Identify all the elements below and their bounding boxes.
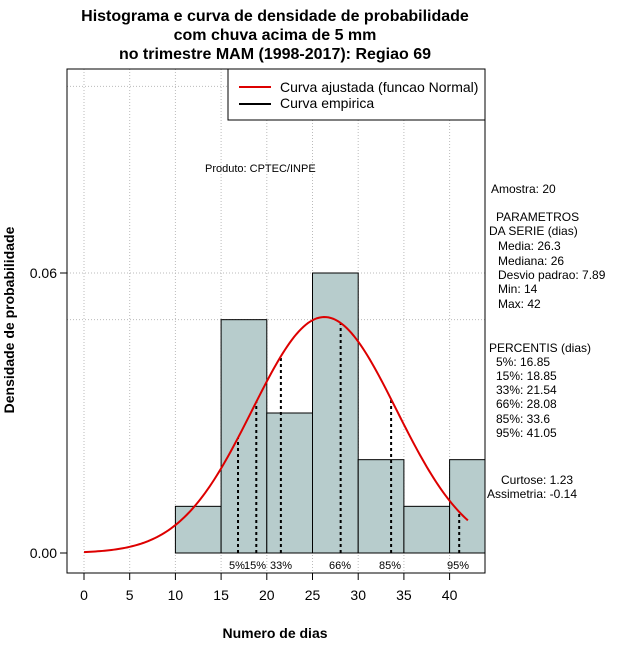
percentile-label: 66% [329, 560, 351, 572]
param-max: Max: 42 [498, 297, 541, 311]
percentil-95: 95%: 41.05 [496, 426, 557, 440]
skewness: Assimetria: -0.14 [487, 487, 577, 501]
percentile-label: 15% [244, 560, 266, 572]
param-sd: Desvio padrao: 7.89 [498, 268, 606, 282]
param-mean: Media: 26.3 [498, 239, 561, 253]
legend: Curva ajustada (funcao Normal) Curva emp… [227, 68, 486, 121]
histogram-bar [357, 459, 405, 554]
x-axis-title: Numero de dias [222, 625, 327, 641]
percentile-label: 33% [270, 560, 292, 572]
histogram-bar [174, 505, 222, 554]
x-tick-label: 20 [259, 587, 275, 603]
percentil-15: 15%: 18.85 [496, 369, 557, 383]
x-tick-label: 35 [396, 587, 412, 603]
legend-empirical-label: Curva empirica [280, 95, 374, 111]
sample-size: Amostra: 20 [491, 182, 556, 196]
params-title-1: PARAMETROS [496, 210, 579, 224]
histogram-bar [312, 272, 359, 554]
product-annotation: Produto: CPTEC/INPE [205, 163, 316, 175]
percentil-5: 5%: 16.85 [496, 355, 550, 369]
percentile-lines: 5% 15% 33% 66% 85% 95% [229, 322, 469, 572]
stats-panel: Amostra: 20 PARAMETROS DA SERIE (dias) M… [487, 182, 606, 501]
histogram-bar [266, 412, 313, 554]
x-tick-label: 5 [126, 587, 134, 603]
y-tick-label: 0.06 [30, 265, 57, 281]
fitted-curve-group [83, 316, 469, 554]
fitted-normal-curve [83, 316, 469, 554]
percentile-label: 5% [229, 560, 245, 572]
legend-fitted-label: Curva ajustada (funcao Normal) [280, 79, 478, 95]
percentil-33: 33%: 21.54 [496, 383, 557, 397]
percentis-title: PERCENTIS (dias) [489, 341, 591, 355]
percentil-85: 85%: 33.6 [496, 412, 550, 426]
y-tick-label: 0.00 [30, 545, 57, 561]
x-tick-label: 30 [350, 587, 366, 603]
param-min: Min: 14 [498, 282, 538, 296]
x-tick-label: 15 [213, 587, 229, 603]
x-tick-label: 40 [442, 587, 458, 603]
chart-title-line-1: Histograma e curva de densidade de proba… [81, 8, 469, 25]
x-tick-label: 0 [80, 587, 88, 603]
percentile-label: 85% [379, 560, 401, 572]
params-title-2: DA SERIE (dias) [489, 224, 578, 238]
legend-box [227, 68, 486, 121]
x-tick-label: 25 [305, 587, 321, 603]
y-axis-title: Densidade de probabilidade [1, 226, 17, 413]
chart-title-line-2: com chuva acima de 5 mm [174, 27, 377, 44]
chart-title-line-3: no trimestre MAM (1998-2017): Regiao 69 [119, 46, 431, 63]
percentil-66: 66%: 28.08 [496, 397, 557, 411]
percentile-label: 95% [447, 560, 469, 572]
x-tick-label: 10 [168, 587, 184, 603]
histogram-bars [174, 272, 486, 554]
histogram-bar [403, 505, 451, 554]
kurtosis: Curtose: 1.23 [501, 473, 573, 487]
histogram-bar [220, 319, 268, 554]
param-median: Mediana: 26 [498, 254, 564, 268]
